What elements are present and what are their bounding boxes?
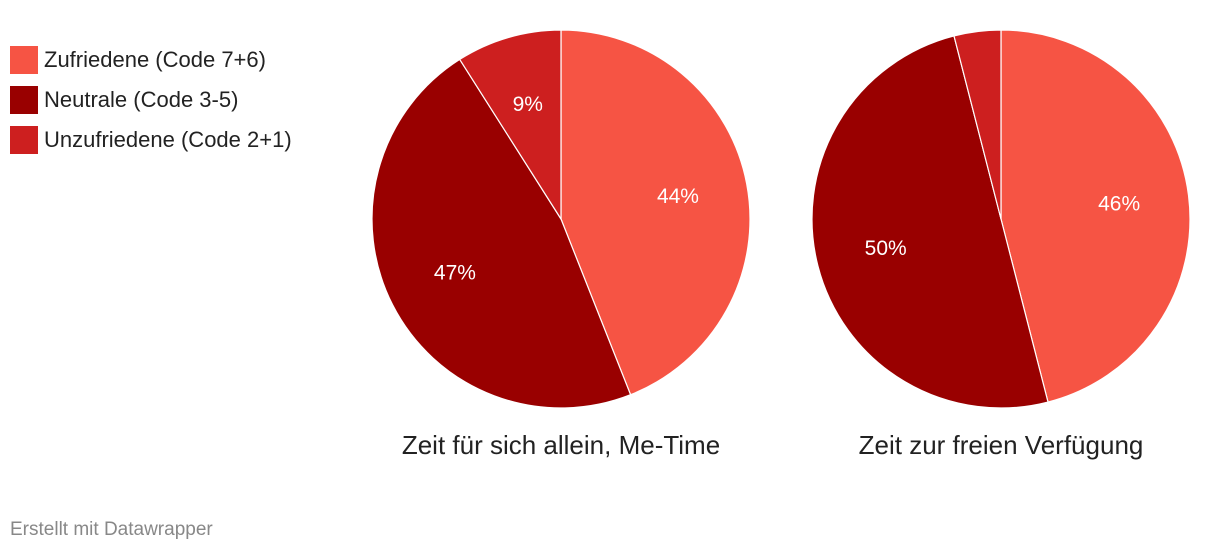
pie-chart-1: 44% 47% 9% Zeit für sich allein, Me-Time bbox=[371, 29, 751, 460]
pie-charts: 44% 47% 9% Zeit für sich allein, Me-Time 46%… bbox=[371, 29, 1191, 460]
slice-label-2: 50% bbox=[865, 237, 907, 260]
pie-slice-2 bbox=[811, 35, 1049, 409]
slice-label-2: 47% bbox=[434, 262, 476, 285]
legend-item-satisfied: Zufriedene (Code 7+6) bbox=[10, 40, 292, 80]
pie-title: Zeit für sich allein, Me-Time bbox=[402, 430, 720, 460]
slice-label-1: 46% bbox=[1098, 193, 1140, 216]
legend-item-neutral: Neutrale (Code 3-5) bbox=[10, 80, 292, 120]
legend-swatch bbox=[10, 86, 38, 114]
pie-slice-1 bbox=[1000, 29, 1191, 403]
legend-label: Zufriedene (Code 7+6) bbox=[44, 47, 266, 72]
legend-label: Unzufriedene (Code 2+1) bbox=[44, 127, 292, 152]
pie-slice-3 bbox=[953, 29, 1002, 220]
legend-swatch bbox=[10, 46, 38, 74]
pie-title: Zeit zur freien Verfügung bbox=[859, 430, 1144, 460]
footer-credit: Erstellt mit Datawrapper bbox=[10, 519, 213, 540]
pie-chart-2: 46% 50% Zeit zur freien Verfügung bbox=[811, 29, 1191, 460]
pie-slice-3 bbox=[459, 29, 562, 220]
pie-slice-1 bbox=[560, 29, 751, 396]
legend-swatch bbox=[10, 126, 38, 154]
legend-label: Neutrale (Code 3-5) bbox=[44, 87, 239, 112]
slice-label-3: 9% bbox=[513, 93, 543, 116]
slice-label-1: 44% bbox=[657, 185, 699, 208]
legend-item-dissatisfied: Unzufriedene (Code 2+1) bbox=[10, 120, 292, 160]
pie-slice-2 bbox=[371, 58, 632, 409]
legend: Zufriedene (Code 7+6) Neutrale (Code 3-5… bbox=[10, 40, 292, 160]
